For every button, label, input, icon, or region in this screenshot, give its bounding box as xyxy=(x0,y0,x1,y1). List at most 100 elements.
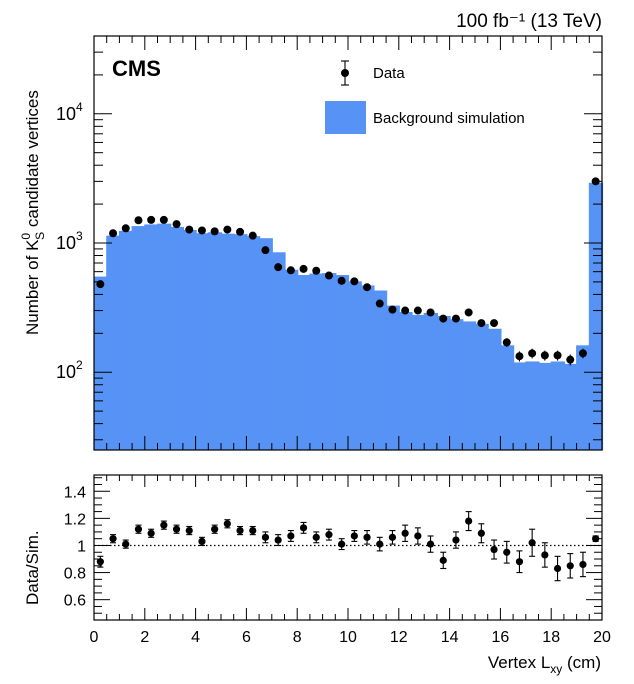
data-point-7 xyxy=(185,225,194,234)
main-y-tick-label-1: 103 xyxy=(56,229,83,253)
data-point-20 xyxy=(350,277,359,286)
ratio-point-0 xyxy=(96,558,104,566)
background-bin-33 xyxy=(512,362,527,451)
data-point-22 xyxy=(375,299,384,308)
data-point-38 xyxy=(578,349,587,358)
ratio-point-1 xyxy=(109,535,117,543)
data-point-3 xyxy=(134,216,143,225)
main-y-axis-title-suffix: candidate vertices xyxy=(23,90,42,232)
ratio-y-tick-label-0: 0.6 xyxy=(64,593,86,610)
data-point-32 xyxy=(502,338,511,347)
data-point-34 xyxy=(528,349,537,358)
x-tick-label-1: 2 xyxy=(140,629,149,646)
data-point-33 xyxy=(515,352,524,361)
ratio-point-18 xyxy=(325,531,333,539)
background-bin-14 xyxy=(271,252,286,451)
ratio-point-17 xyxy=(312,533,320,541)
data-point-6 xyxy=(172,220,181,229)
ratio-point-26 xyxy=(426,540,435,548)
x-axis-title: Vertex Lxy (cm) xyxy=(488,653,601,676)
background-bin-10 xyxy=(220,233,235,451)
main-frame xyxy=(93,35,603,451)
main-y-axis-title: Number of K0S candidate vertices xyxy=(19,90,47,335)
background-bin-3 xyxy=(131,226,146,451)
data-point-37 xyxy=(566,355,575,364)
ratio-frame xyxy=(93,474,603,621)
background-bin-17 xyxy=(309,273,324,451)
ratio-point-28 xyxy=(452,536,460,544)
background-bin-25 xyxy=(411,314,426,451)
ratio-point-34 xyxy=(528,539,536,547)
x-tick-label-2: 4 xyxy=(191,629,200,646)
data-point-26 xyxy=(426,308,435,317)
data-point-9 xyxy=(210,227,219,236)
ratio-panel: 0.6 0.8 1 1.2 1.4 0 2 4 6 8 10 12 14 16 18 20 Data/Sim.… xyxy=(23,474,611,676)
background-bin-2 xyxy=(118,230,134,451)
ratio-point-11 xyxy=(236,526,244,535)
data-point-23 xyxy=(388,305,397,314)
ratio-point-38 xyxy=(579,560,587,569)
ratio-point-25 xyxy=(414,532,422,540)
data-point-29 xyxy=(464,308,473,317)
ratio-point-16 xyxy=(299,524,308,532)
data-point-12 xyxy=(248,231,257,240)
data-point-25 xyxy=(413,306,422,315)
background-bin-7 xyxy=(182,229,197,451)
ratio-point-20 xyxy=(350,532,358,540)
ratio-point-32 xyxy=(503,548,511,556)
data-point-4 xyxy=(147,215,156,224)
ratio-point-37 xyxy=(566,562,574,570)
ratio-y-tick-label-2: 1 xyxy=(77,538,86,555)
cms-label: CMS xyxy=(112,56,161,81)
background-bin-13 xyxy=(258,238,273,451)
ratio-y-tick-label-3: 1.2 xyxy=(64,511,86,528)
ratio-point-8 xyxy=(198,537,206,546)
data-point-35 xyxy=(540,351,549,360)
background-bin-12 xyxy=(245,236,261,451)
ratio-point-9 xyxy=(211,525,219,533)
legend-data-marker xyxy=(341,69,349,77)
background-bin-18 xyxy=(322,273,337,451)
data-point-1 xyxy=(109,229,118,238)
main-y-tick-label-exponent-2: 4 xyxy=(76,100,83,114)
main-y-axis-title-superscript: 0 xyxy=(19,233,33,240)
ratio-point-10 xyxy=(223,520,231,528)
main-y-tick-label-0: 102 xyxy=(56,358,83,382)
ratio-y-tick-label-1: 0.8 xyxy=(64,566,86,583)
background-bin-28 xyxy=(449,319,464,451)
x-tick-label-10: 20 xyxy=(593,629,611,646)
ratio-point-36 xyxy=(553,564,562,573)
background-bin-20 xyxy=(347,281,362,451)
x-tick-label-6: 12 xyxy=(390,629,408,646)
background-bin-39 xyxy=(588,182,604,451)
data-point-17 xyxy=(312,266,321,275)
data-point-24 xyxy=(401,306,410,315)
background-bin-38 xyxy=(576,345,591,451)
ratio-point-7 xyxy=(185,526,193,535)
background-bin-27 xyxy=(436,315,451,451)
x-tick-label-0: 0 xyxy=(90,629,99,646)
background-bin-21 xyxy=(360,285,375,451)
ratio-point-23 xyxy=(388,533,397,541)
ratio-point-6 xyxy=(172,525,181,533)
ratio-point-35 xyxy=(541,551,549,559)
ratio-point-19 xyxy=(338,540,346,548)
background-bin-8 xyxy=(195,233,210,451)
background-histogram xyxy=(93,182,604,451)
data-point-16 xyxy=(299,264,308,273)
ratio-point-24 xyxy=(401,529,409,537)
background-bin-4 xyxy=(144,224,159,451)
background-bin-36 xyxy=(550,361,566,451)
background-bin-1 xyxy=(106,235,121,451)
ratio-point-14 xyxy=(274,536,282,544)
x-axis-title-prefix: Vertex L xyxy=(488,653,550,672)
main-y-tick-label-exponent-1: 3 xyxy=(76,229,83,243)
data-point-28 xyxy=(451,314,460,323)
ratio-points xyxy=(96,511,600,582)
data-point-21 xyxy=(363,283,372,292)
main-y-axis-title-subscript: S xyxy=(33,232,47,240)
data-point-19 xyxy=(337,276,346,285)
data-point-14 xyxy=(274,263,283,272)
ratio-point-33 xyxy=(515,558,524,566)
